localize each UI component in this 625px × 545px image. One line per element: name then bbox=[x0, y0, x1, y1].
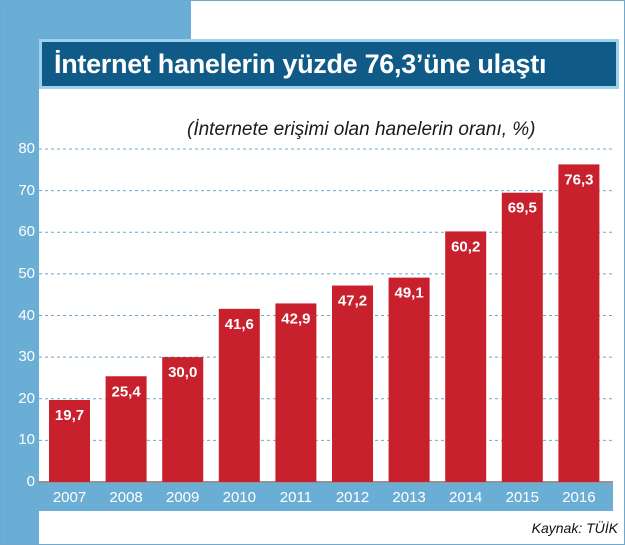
y-tick-label: 60 bbox=[18, 223, 35, 241]
y-tick-label: 80 bbox=[18, 140, 35, 157]
y-tick-label: 20 bbox=[18, 389, 35, 407]
value-label: 49,1 bbox=[394, 285, 423, 302]
y-tick-label: 70 bbox=[18, 181, 35, 199]
x-tick-label: 2010 bbox=[223, 489, 256, 506]
title-banner: İnternet hanelerin yüzde 76,3’üne ulaştı bbox=[39, 39, 619, 89]
source-note: Kaynak: TÜİK bbox=[531, 520, 618, 536]
x-axis-band bbox=[39, 483, 613, 511]
y-tick-label: 0 bbox=[26, 473, 35, 490]
value-label: 19,7 bbox=[55, 407, 84, 424]
value-label: 47,2 bbox=[338, 293, 367, 310]
x-tick-label: 2016 bbox=[562, 489, 595, 506]
bar-2014 bbox=[445, 231, 487, 482]
bar-2010 bbox=[218, 308, 260, 482]
y-tick-label: 50 bbox=[18, 264, 35, 282]
y-tick-label: 40 bbox=[18, 306, 35, 324]
value-label: 69,5 bbox=[508, 200, 537, 217]
x-tick-label: 2014 bbox=[449, 489, 482, 506]
x-tick-label: 2007 bbox=[53, 489, 86, 506]
x-tick-label: 2009 bbox=[166, 489, 199, 506]
value-label: 41,6 bbox=[225, 316, 254, 333]
x-tick-label: 2013 bbox=[392, 489, 425, 506]
y-tick-label: 10 bbox=[18, 431, 35, 449]
left-blue-panel bbox=[1, 1, 39, 544]
y-tick-label: 30 bbox=[18, 348, 35, 366]
value-label: 25,4 bbox=[111, 383, 141, 400]
x-tick-label: 2008 bbox=[109, 489, 142, 506]
value-label: 30,0 bbox=[168, 364, 197, 381]
bar-2009 bbox=[162, 357, 204, 482]
chart-title: İnternet hanelerin yüzde 76,3’üne ulaştı bbox=[54, 48, 547, 79]
x-tick-label: 2011 bbox=[280, 489, 312, 506]
bar-2015 bbox=[501, 192, 543, 483]
bar-2011 bbox=[275, 303, 317, 482]
x-tick-label: 2015 bbox=[506, 489, 539, 506]
value-label: 60,2 bbox=[451, 238, 480, 255]
bar-2016 bbox=[558, 164, 600, 482]
bar-2007 bbox=[49, 399, 90, 482]
value-label: 42,9 bbox=[281, 310, 310, 327]
value-label: 76,3 bbox=[564, 171, 593, 188]
bar-2013 bbox=[388, 277, 430, 482]
bar-2012 bbox=[332, 285, 373, 482]
chart-subtitle: (İnternete erişimi olan hanelerin oranı,… bbox=[187, 119, 536, 140]
bar-2008 bbox=[105, 376, 147, 482]
x-tick-label: 2012 bbox=[336, 489, 369, 506]
